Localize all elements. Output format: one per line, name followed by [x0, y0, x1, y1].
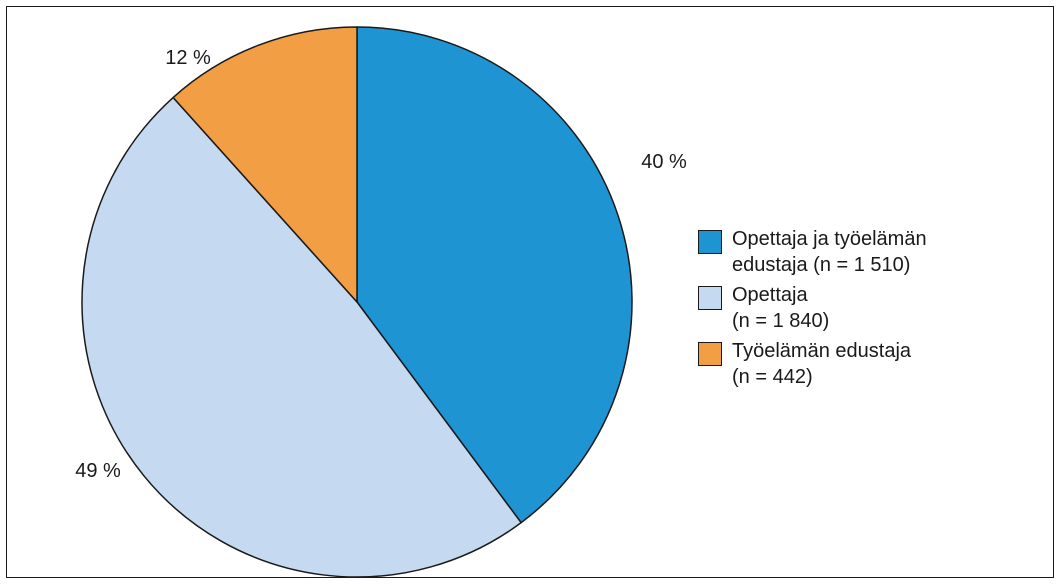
- slice-percent-label: 49 %: [75, 460, 121, 482]
- legend-label: Opettaja ja työelämän: [732, 228, 927, 250]
- legend-label: Opettaja: [732, 284, 808, 306]
- slice-percent-label: 40 %: [641, 151, 687, 173]
- legend-item-tyoelaman-edustaja: Työelämän edustaja (n = 442): [698, 338, 1018, 390]
- legend-swatch: [698, 342, 722, 366]
- legend-count: edustaja (n = 1 510): [732, 254, 911, 276]
- legend: Opettaja ja työelämän edustaja (n = 1 51…: [698, 226, 1018, 394]
- slice-percent-label: 12 %: [165, 47, 211, 69]
- legend-count: (n = 1 840): [732, 310, 830, 332]
- legend-label: Työelämän edustaja: [732, 340, 912, 362]
- legend-item-opettaja-ja-tyoelaman-edustaja: Opettaja ja työelämän edustaja (n = 1 51…: [698, 226, 1018, 278]
- legend-item-opettaja: Opettaja (n = 1 840): [698, 282, 1018, 334]
- legend-count: (n = 442): [732, 366, 813, 388]
- pie-slice: [81, 96, 522, 578]
- pie-slice: [172, 26, 358, 303]
- legend-swatch: [698, 286, 722, 310]
- legend-swatch: [698, 230, 722, 254]
- pie-slice: [356, 26, 633, 524]
